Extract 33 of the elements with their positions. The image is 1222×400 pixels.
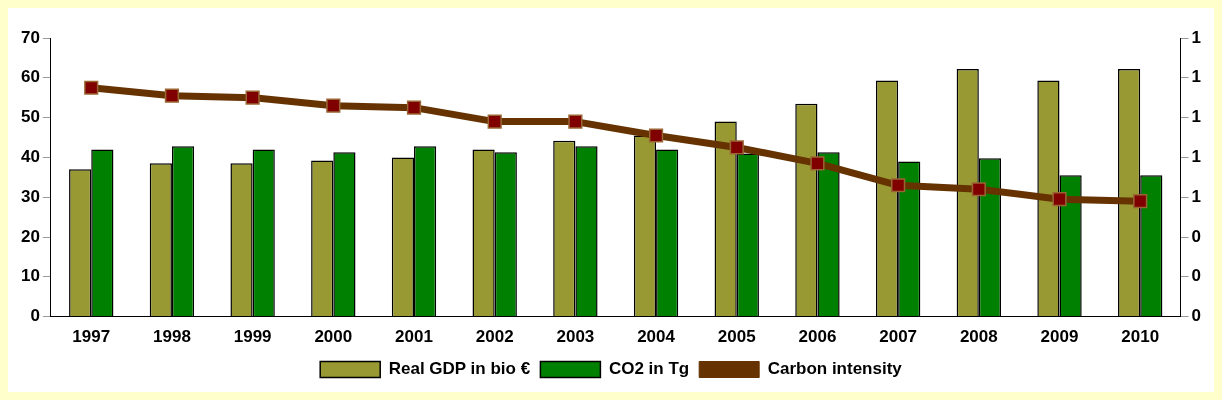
x-tick-label: 2006 bbox=[798, 327, 837, 347]
legend-label: CO2 in Tg bbox=[608, 359, 690, 379]
legend-label: Carbon intensity bbox=[767, 359, 903, 379]
y2-tick-label: 0 bbox=[1191, 226, 1202, 246]
x-tick-label: 2005 bbox=[717, 327, 756, 347]
y2-tick-label: 0 bbox=[1191, 306, 1202, 326]
y2-tick-label: 1 bbox=[1191, 186, 1202, 206]
x-tick-label: 2007 bbox=[879, 327, 918, 347]
x-tick-label: 2002 bbox=[475, 327, 514, 347]
x-tick-label: 2004 bbox=[637, 327, 676, 347]
y-tick-label: 0 bbox=[30, 306, 40, 326]
x-tick-label: 1997 bbox=[72, 327, 111, 347]
y2-tick-label: 1 bbox=[1191, 147, 1202, 167]
y-tick-label: 10 bbox=[20, 266, 40, 286]
legend-label: Real GDP in bio € bbox=[388, 359, 531, 379]
y-tick-label: 60 bbox=[20, 67, 40, 87]
y-tick-label: 40 bbox=[20, 147, 40, 167]
y2-tick-label: 0 bbox=[1191, 266, 1202, 286]
y2-tick-label: 1 bbox=[1191, 67, 1202, 87]
x-tick-label: 2010 bbox=[1121, 327, 1160, 347]
x-tick-label: 2000 bbox=[314, 327, 353, 347]
y-tick-label: 30 bbox=[20, 186, 40, 206]
x-tick-label: 2009 bbox=[1040, 327, 1079, 347]
y2-tick-label: 1 bbox=[1191, 107, 1202, 127]
y-tick-label: 70 bbox=[20, 27, 40, 47]
x-tick-label: 1998 bbox=[153, 327, 191, 347]
x-tick-label: 2008 bbox=[959, 327, 998, 347]
y2-tick-label: 1 bbox=[1191, 27, 1202, 47]
x-tick-label: 1999 bbox=[233, 327, 272, 347]
y-tick-label: 20 bbox=[20, 226, 40, 246]
y-tick-label: 50 bbox=[20, 107, 40, 127]
x-tick-label: 2001 bbox=[395, 327, 433, 347]
x-tick-label: 2003 bbox=[556, 327, 595, 347]
